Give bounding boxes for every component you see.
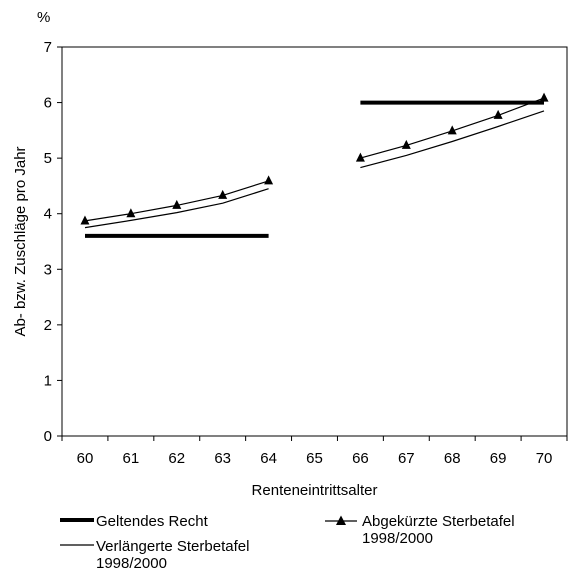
x-tick-label: 61	[123, 450, 140, 467]
series-2-triangle-marker	[172, 199, 182, 209]
y-tick-label: 2	[44, 317, 52, 334]
legend-swatch-abgekuerzte	[325, 515, 357, 525]
series-2-triangle-marker	[80, 215, 90, 225]
series-2-triangle-marker	[401, 139, 411, 149]
legend-label-verlaengerte-line1: Verlängerte Sterbetafel	[96, 538, 250, 555]
legend-swatch-verlaengerte	[60, 544, 94, 546]
legend-label-abgekuerzte-line1: Abgekürzte Sterbetafel	[362, 513, 515, 530]
series-2-triangle-marker	[264, 175, 274, 185]
x-tick-label: 60	[77, 450, 94, 467]
legend-label-verlaengerte-line2: 1998/2000	[96, 555, 167, 572]
y-tick-label: 4	[44, 206, 52, 223]
x-tick-label: 68	[444, 450, 461, 467]
x-tick-label: 63	[214, 450, 231, 467]
series-2-triangle-marker	[447, 125, 457, 135]
plot-frame	[61, 46, 568, 437]
legend-label-geltendes-recht: Geltendes Recht	[96, 513, 208, 530]
series-3-line-segment-2	[360, 110, 545, 169]
x-tick-label: 69	[490, 450, 507, 467]
y-tick-label: 3	[44, 261, 52, 278]
y-tick-label: 1	[44, 372, 52, 389]
series-2-triangle-marker	[218, 189, 228, 199]
x-tick-label: 66	[352, 450, 369, 467]
series-2-triangle-marker	[539, 92, 549, 102]
series-2-triangle-marker	[126, 208, 136, 218]
legend-label-abgekuerzte-line2: 1998/2000	[362, 530, 433, 547]
x-tick-label: 70	[536, 450, 553, 467]
series-2-triangle-marker	[355, 152, 365, 162]
series-3-line-segment-1	[84, 188, 269, 229]
legend-swatch-geltendes-recht	[60, 518, 94, 522]
y-tick-label: 7	[44, 39, 52, 56]
series-2-triangle-marker	[493, 109, 503, 119]
x-tick-label: 65	[306, 450, 323, 467]
y-axis-title: Ab- bzw. Zuschläge pro Jahr	[12, 146, 29, 336]
y-tick-label: 5	[44, 150, 52, 167]
x-tick-label: 64	[260, 450, 277, 467]
x-tick-label: 62	[168, 450, 185, 467]
x-tick-label: 67	[398, 450, 415, 467]
y-unit-label: %	[37, 9, 50, 26]
y-tick-label: 6	[44, 95, 52, 112]
x-axis-title: Renteneintrittsalter	[252, 482, 378, 499]
y-tick-label: 0	[44, 428, 52, 445]
